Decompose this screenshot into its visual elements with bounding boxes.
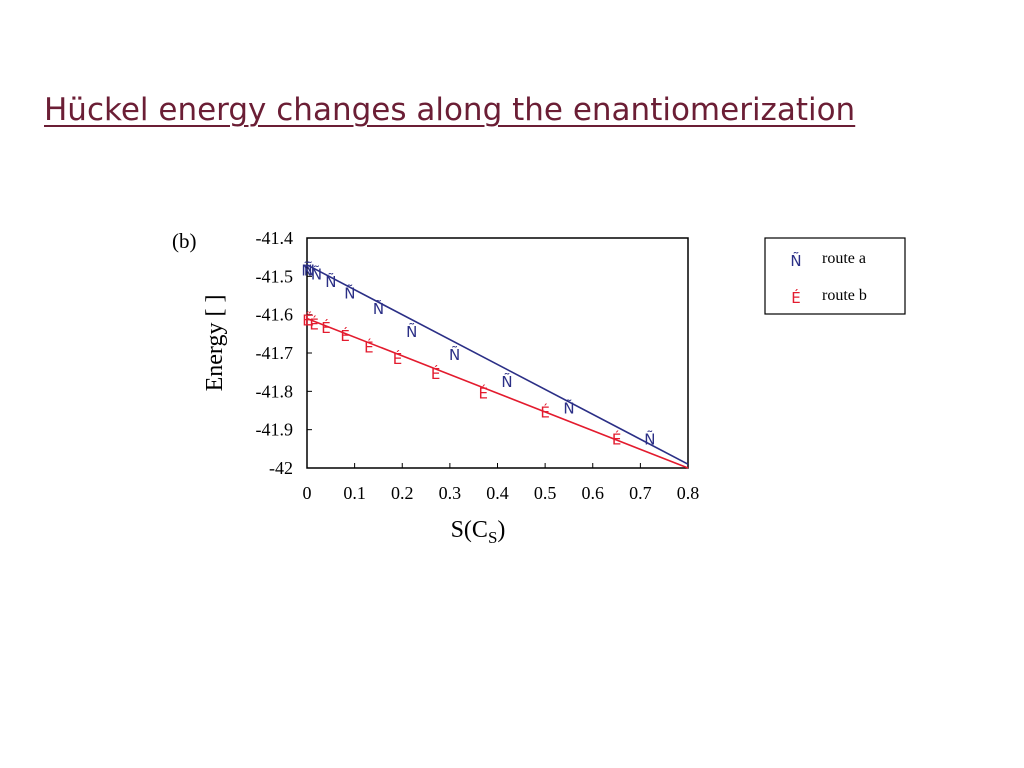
data-point: É	[431, 364, 440, 383]
x-tick-label: 0.2	[391, 483, 414, 503]
data-point: Ñ	[344, 284, 355, 303]
data-point: Ñ	[304, 261, 315, 280]
data-point: É	[321, 318, 330, 337]
data-point: É	[309, 314, 318, 333]
data-point: É	[540, 403, 549, 422]
y-axis-label: Energy [ ]	[202, 295, 228, 392]
y-tick-label: -41.7	[256, 343, 294, 363]
x-tick-label: 0.7	[629, 483, 652, 503]
legend-marker: Ñ	[790, 251, 801, 270]
x-tick-label: 0	[303, 483, 312, 503]
data-point: É	[364, 337, 373, 356]
x-tick-label: 0.8	[677, 483, 700, 503]
data-point: É	[302, 311, 311, 330]
y-tick-label: -41.5	[256, 266, 294, 286]
data-point: É	[340, 326, 349, 345]
x-tick-label: 0.1	[343, 483, 366, 503]
fit-line-route-b	[306, 317, 689, 469]
data-point: Ñ	[325, 272, 336, 291]
x-axis-label: S(CS)	[451, 517, 506, 547]
x-tick-label: 0.3	[439, 483, 462, 503]
y-tick-label: -41.8	[256, 381, 294, 401]
legend-label: route b	[822, 287, 867, 304]
y-tick-label: -42	[269, 458, 293, 478]
chart-axes: -41.4 -41.5 -41.6 -41.7 -41.8 -41.9 -42 0 0.1 0.2…	[172, 228, 699, 547]
x-tick-label: 0.4	[486, 483, 509, 503]
data-point: Ñ	[644, 429, 655, 448]
data-point: É	[393, 349, 402, 368]
data-point: É	[612, 429, 621, 448]
data-point: Ñ	[563, 399, 574, 418]
data-point: Ñ	[406, 322, 417, 341]
fit-line-route-a	[306, 264, 689, 465]
data-point: Ñ	[301, 261, 312, 280]
data-point: Ñ	[373, 299, 384, 318]
legend-box	[764, 237, 906, 315]
y-tick-label: -41.9	[256, 420, 294, 440]
x-tick-label: 0.5	[534, 483, 557, 503]
panel-label: (b)	[172, 229, 197, 253]
slide-title: Hückel energy changes along the enantiom…	[44, 92, 856, 128]
legend-marker: É	[791, 288, 800, 307]
data-point: É	[305, 311, 314, 330]
y-tick-label: -41.4	[256, 228, 294, 248]
data-point: É	[478, 383, 487, 402]
legend-label: route a	[822, 250, 866, 267]
y-tick-label: -41.6	[256, 305, 294, 325]
x-tick-label: 0.6	[582, 483, 605, 503]
data-point: Ñ	[311, 265, 322, 284]
data-point: Ñ	[501, 372, 512, 391]
fit-lines	[306, 264, 689, 469]
data-point: Ñ	[449, 345, 460, 364]
